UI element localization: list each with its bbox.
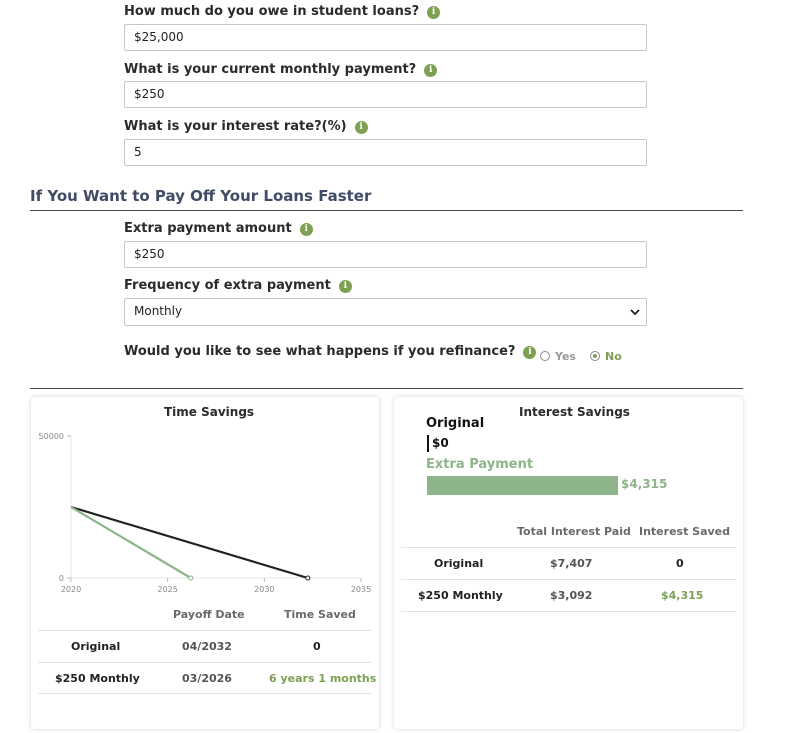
series-line-1 <box>70 506 192 579</box>
interest-savings-card: Interest Savings Original $0 Extra Payme… <box>394 397 743 729</box>
extra-input[interactable]: $250 <box>124 241 647 268</box>
radio-no[interactable] <box>590 351 600 361</box>
bar-extra <box>427 476 618 495</box>
refinance-label: Would you like to see what happens if yo… <box>124 344 537 359</box>
info-icon[interactable]: i <box>338 280 352 293</box>
info-icon[interactable]: i <box>299 223 313 236</box>
y-tick-label: 50000 <box>39 432 64 441</box>
ts-header-date: Payoff Date <box>173 608 245 621</box>
ts-header-saved: Time Saved <box>284 608 356 621</box>
refinance-yes-option[interactable]: Yes <box>540 345 576 364</box>
x-tick-label: 2035 <box>351 585 371 594</box>
is-row-extra-saved: $4,315 <box>661 589 704 602</box>
payment-label: What is your current monthly payment? i <box>124 62 438 77</box>
time-savings-card: Time Savings 50000 0 2020 2025 2030 2035 Payo… <box>31 397 379 729</box>
rate-label: What is your interest rate?(%) i <box>124 119 368 134</box>
series-endpoint-1 <box>188 575 194 581</box>
row-divider <box>401 547 736 548</box>
is-row-original-saved: 0 <box>676 557 684 570</box>
interest-savings-title: Interest Savings <box>519 405 630 419</box>
payment-input[interactable]: $250 <box>124 81 647 108</box>
faster-section-title: If You Want to Pay Off Your Loans Faster <box>30 187 372 205</box>
is-row-original-paid: $7,407 <box>550 557 593 570</box>
time-savings-title: Time Savings <box>164 405 255 419</box>
row-divider <box>401 611 736 612</box>
bar-original-label: Original <box>426 416 485 431</box>
refinance-no-option[interactable]: No <box>590 345 622 364</box>
bar-original <box>427 435 429 452</box>
radio-yes-label: Yes <box>555 350 576 363</box>
extra-label: Extra payment amount i <box>124 221 313 236</box>
chevron-down-icon <box>630 309 640 316</box>
time-savings-chart: 50000 0 2020 2025 2030 2035 <box>39 432 372 594</box>
owe-label: How much do you owe in student loans? i <box>124 4 441 19</box>
frequency-value: Monthly <box>134 304 183 318</box>
owe-input[interactable]: $25,000 <box>124 24 647 51</box>
info-icon[interactable]: i <box>354 121 368 134</box>
bar-original-value: $0 <box>432 436 449 450</box>
bar-extra-value: $4,315 <box>621 477 668 491</box>
rate-input[interactable]: 5 <box>124 139 647 166</box>
ts-row-extra-date: 03/2026 <box>182 672 232 685</box>
row-divider <box>38 693 372 694</box>
x-tick-label: 2030 <box>254 585 274 594</box>
results-divider <box>30 388 743 389</box>
row-divider <box>38 630 372 631</box>
series-line-0 <box>70 505 309 580</box>
is-header-paid: Total Interest Paid <box>517 525 631 538</box>
row-divider <box>38 662 372 663</box>
ts-row-extra-saved: 6 years 1 months <box>269 672 377 685</box>
radio-no-label: No <box>605 350 622 363</box>
y-tick-label: 0 <box>59 574 64 583</box>
ts-row-original-label: Original <box>71 640 121 653</box>
radio-yes[interactable] <box>540 351 550 361</box>
ts-row-original-saved: 0 <box>313 640 321 653</box>
x-tick-label: 2020 <box>61 585 81 594</box>
frequency-label: Frequency of extra payment i <box>124 278 352 293</box>
is-header-saved: Interest Saved <box>639 525 731 538</box>
is-row-extra-paid: $3,092 <box>550 589 593 602</box>
ts-row-original-date: 04/2032 <box>182 640 232 653</box>
series-endpoint-0 <box>305 575 311 581</box>
section-divider <box>30 210 743 211</box>
bar-extra-label: Extra Payment <box>426 457 534 472</box>
ts-row-extra-label: $250 Monthly <box>55 672 140 685</box>
info-icon[interactable]: i <box>424 64 438 77</box>
info-icon[interactable]: i <box>523 346 537 359</box>
x-tick-label: 2025 <box>157 585 177 594</box>
row-divider <box>401 579 736 580</box>
is-row-original-label: Original <box>434 557 484 570</box>
is-row-extra-label: $250 Monthly <box>418 589 503 602</box>
info-icon[interactable]: i <box>427 6 441 19</box>
frequency-select[interactable]: Monthly <box>124 298 647 326</box>
